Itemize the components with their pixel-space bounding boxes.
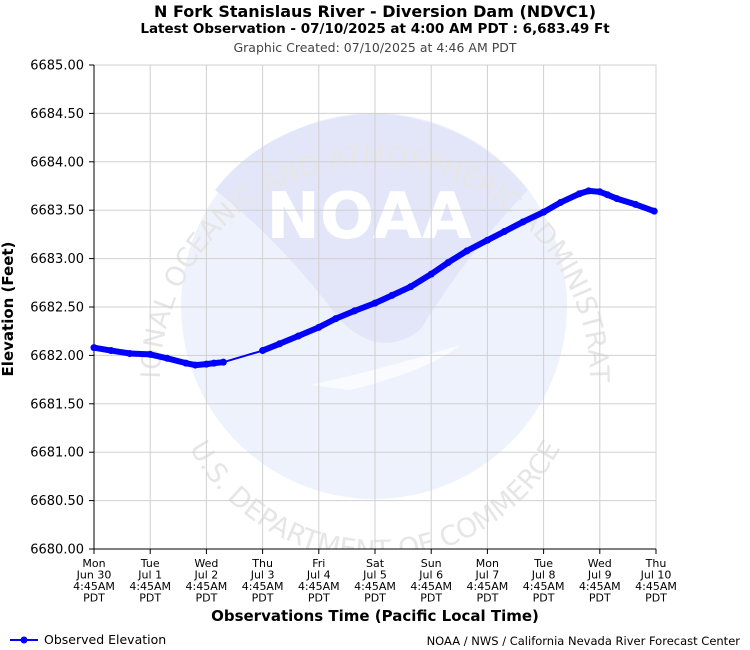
x-tick-label: Wed Jul 9 4:45AM PDT [579,557,621,605]
x-tick-label: Sun Jul 6 4:45AM PDT [410,557,452,605]
y-tick-label: 6681.50 [30,397,84,412]
data-point [182,359,190,367]
x-tick-label: Thu Jul 10 4:45AM PDT [635,557,677,605]
y-tick-label: 6682.50 [30,301,84,316]
y-tick-label: 6683.50 [30,204,84,219]
y-axis: 6685.00 6684.50 6684.00 6683.50 6683.00 6682.… [30,59,95,558]
data-point [315,323,323,331]
legend: Observed Elevation [10,632,166,647]
chart-title: N Fork Stanislaus River - Diversion Dam … [154,2,596,21]
x-axis: Mon Jun 30 4:45AM PDT Tue Jul 1 4:45AM PDT Wed Ju… [73,548,677,605]
legend-label: Observed Elevation [44,632,167,647]
x-tick-label: Wed Jul 2 4:45AM PDT [186,557,228,605]
x-tick-label: Mon Jul 7 4:45AM PDT [467,557,509,605]
data-point [163,354,171,362]
data-point [519,218,527,226]
data-point [146,350,154,358]
data-point [371,299,379,307]
y-tick-label: 6685.00 [30,59,84,74]
x-tick-label: Mon Jun 30 4:45AM PDT [73,557,115,605]
credit-text: NOAA / NWS / California Nevada River For… [426,634,740,648]
data-point [107,347,115,355]
data-point [191,361,199,369]
y-axis-label: Elevation (Feet) [0,241,17,377]
data-point [407,283,415,291]
y-tick-label: 6680.00 [30,543,84,558]
data-point [294,332,302,340]
data-point [557,198,565,206]
data-point [603,191,611,199]
data-point [575,190,583,198]
y-tick-label: 6683.00 [30,252,84,267]
y-tick-label: 6684.00 [30,155,84,170]
y-tick-label: 6684.50 [30,107,84,122]
data-point [585,187,593,195]
legend-line-marker-icon [10,636,38,643]
data-point [332,315,340,323]
data-point [540,208,548,216]
data-point [219,358,227,366]
data-point [126,349,134,357]
latest-observation: Latest Observation - 07/10/2025 at 4:00 … [140,21,610,37]
graphic-created: Graphic Created: 07/10/2025 at 4:46 AM P… [233,40,517,55]
series-observed-elevation [90,187,658,369]
data-point [259,347,267,355]
data-point [444,258,452,266]
x-tick-label: Tue Jul 8 4:45AM PDT [523,557,565,605]
series-segment [445,247,470,266]
series-segment [295,324,322,340]
grid-lines [93,64,657,550]
data-point [650,207,658,215]
data-point [210,359,218,367]
data-point [427,270,435,278]
series-segment [463,237,491,254]
noaa-watermark-logo: NOAA NATIONAL OCEANIC AND ATMOSPHERIC AD… [94,65,614,549]
series-segment [351,300,378,314]
data-point [202,360,210,368]
x-tick-label: Sat Jul 5 4:45AM PDT [354,557,396,605]
y-tick-label: 6680.50 [30,494,84,509]
data-point [276,340,284,348]
x-axis-label: Observations Time (Pacific Local Time) [211,607,539,625]
series-segment [407,271,435,290]
data-point [596,188,604,196]
data-point [500,227,508,235]
series-segment [501,218,527,235]
series-segment [520,209,547,225]
data-point [351,307,359,315]
watermark-logo-text: NOAA [266,180,472,254]
x-tick-label: Tue Jul 1 4:45AM PDT [129,557,171,605]
y-tick-label: 6681.00 [30,446,84,461]
x-tick-label: Thu Jul 3 4:45AM PDT [242,557,284,605]
data-point [463,247,471,255]
data-point [483,236,491,244]
data-point [90,344,98,352]
x-tick-label: Fri Jul 4 4:45AM PDT [298,557,340,605]
data-point [613,195,621,203]
data-point [388,291,396,299]
y-tick-label: 6682.00 [30,349,84,364]
data-point [632,200,640,208]
